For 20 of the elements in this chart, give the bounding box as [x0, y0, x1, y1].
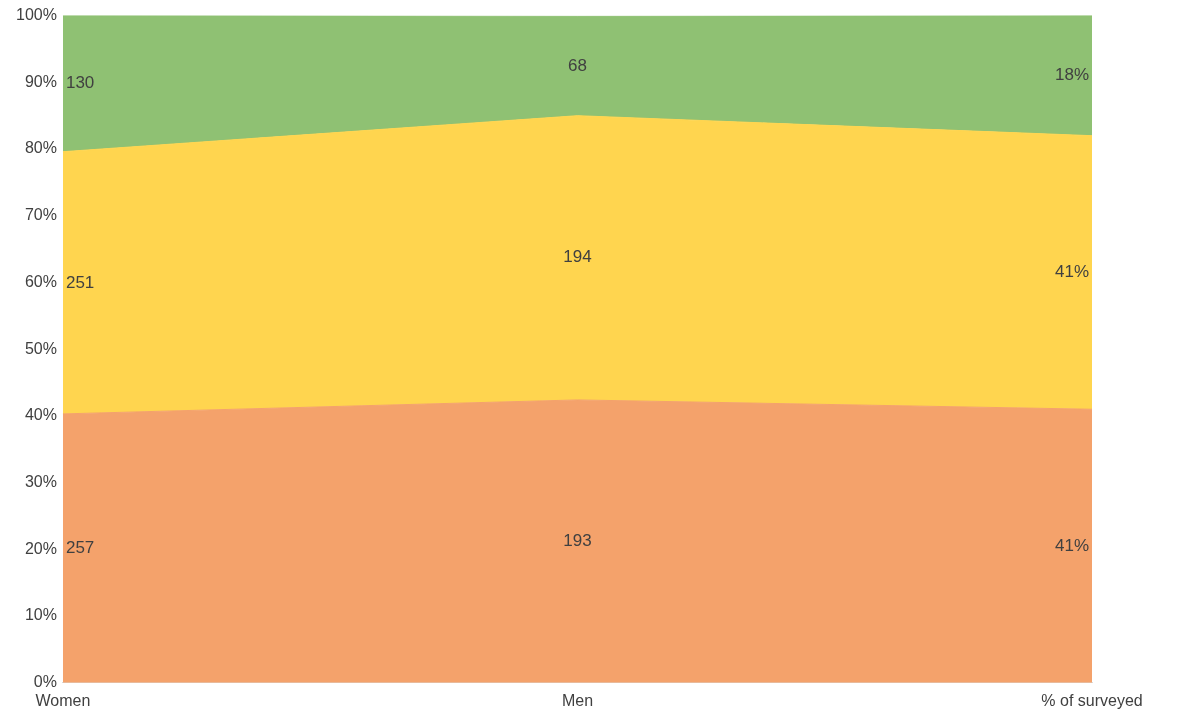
x-tick-label: Women [35, 691, 91, 709]
y-tick-label: 100% [16, 6, 57, 24]
annotation: 41% [1054, 535, 1089, 555]
y-tick-label: 80% [24, 139, 57, 157]
y-tick-label: 50% [24, 339, 57, 357]
y-tick-label: 0% [33, 673, 57, 691]
annotation: 194 [563, 247, 592, 267]
y-tick-label: 90% [24, 72, 57, 90]
annotation: 251 [65, 272, 95, 292]
x-tick-label: Men [561, 691, 594, 709]
annotation: 193 [563, 531, 592, 551]
y-tick-label: 40% [24, 406, 57, 424]
y-tick-label: 30% [24, 473, 57, 491]
y-tick-label: 70% [24, 206, 57, 224]
x-tick-label: % of surveyed [1041, 691, 1143, 709]
annotation: 41% [1054, 262, 1089, 282]
y-tick-label: 20% [24, 539, 57, 557]
annotation: 257 [65, 538, 95, 558]
y-tick-label: 60% [24, 272, 57, 290]
y-tick-label: 10% [24, 606, 57, 624]
